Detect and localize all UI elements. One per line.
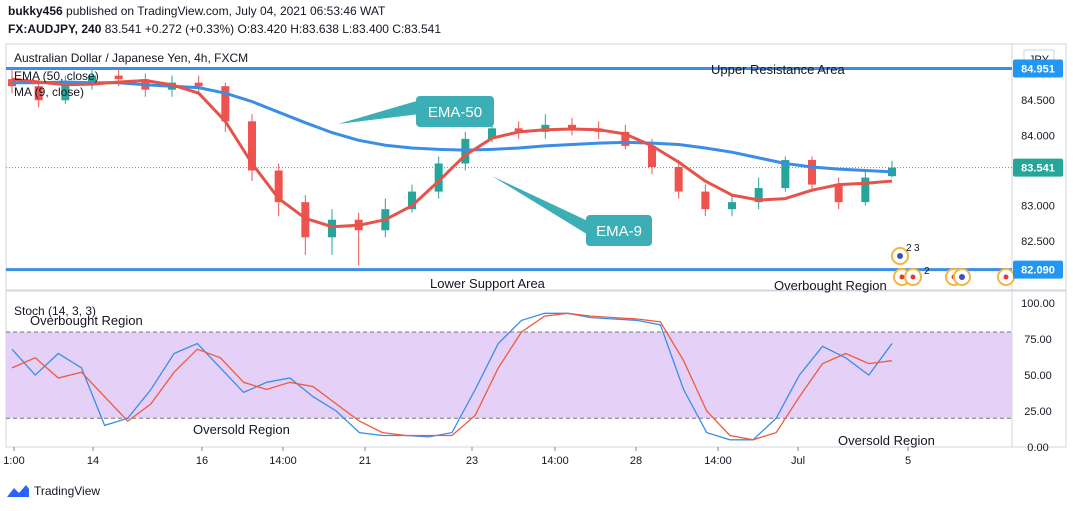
oversold-label-2: Oversold Region bbox=[838, 433, 935, 448]
stoch-tick-label: 75.00 bbox=[1024, 334, 1052, 346]
chart-title: Australian Dollar / Japanese Yen, 4h, FX… bbox=[14, 51, 248, 65]
last-price-badge: 83.541 bbox=[1021, 163, 1055, 175]
price-tick-label: 84.000 bbox=[1021, 130, 1055, 142]
stoch-ticks: 100.00 75.00 50.00 25.00 0.00 bbox=[1021, 298, 1055, 454]
stoch-legend: Stoch (14, 3, 3) bbox=[14, 304, 96, 318]
lower-level-badge: 82.090 bbox=[1021, 265, 1055, 277]
time-tick-label: 1:00 bbox=[3, 455, 24, 467]
ema50-callout-label: EMA-50 bbox=[428, 104, 482, 121]
stoch-band bbox=[6, 331, 1012, 419]
symbol-label: FX:AUDJPY, 240 bbox=[8, 22, 102, 36]
event-marker-label: 3 bbox=[914, 243, 920, 254]
price-tick-label: 84.500 bbox=[1021, 95, 1055, 107]
ema9-callout bbox=[586, 215, 652, 246]
last-price-text: 83.541 bbox=[104, 22, 142, 36]
event-marker-label: 2 bbox=[906, 243, 912, 254]
ema9-callout-label: EMA-9 bbox=[596, 223, 642, 240]
publish-info: bukky456 published on TradingView.com, J… bbox=[8, 4, 385, 18]
candle-body bbox=[408, 191, 416, 210]
candle-body bbox=[808, 159, 816, 185]
symbol-info: FX:AUDJPY, 240 83.541 +0.272 (+0.33%) O:… bbox=[8, 22, 441, 36]
candle-body bbox=[568, 124, 576, 129]
price-tick-label: 82.500 bbox=[1021, 236, 1055, 248]
candle-body bbox=[674, 167, 683, 192]
oversold-label-1: Oversold Region bbox=[193, 422, 290, 437]
stoch-lines-group bbox=[11, 312, 893, 441]
lower-level-badge-bg bbox=[1013, 260, 1063, 279]
author: bukky456 bbox=[8, 4, 63, 18]
ema50-line bbox=[12, 80, 893, 174]
time-tick-label: 16 bbox=[196, 455, 208, 467]
candle-body bbox=[221, 86, 230, 122]
time-tick-label: 23 bbox=[466, 455, 478, 467]
time-tick-label: 14:00 bbox=[541, 455, 569, 467]
ema-legend: EMA (50, close) bbox=[14, 69, 99, 83]
lower-support-label: Lower Support Area bbox=[430, 276, 546, 291]
upper-level-badge: 84.951 bbox=[1021, 64, 1055, 76]
time-tick-label: 21 bbox=[359, 455, 371, 467]
stoch-tick-label: 0.00 bbox=[1027, 442, 1048, 454]
ema-lines-group bbox=[11, 77, 893, 229]
candle-body bbox=[648, 145, 656, 167]
time-tick-label: 5 bbox=[905, 455, 911, 467]
tradingview-logo[interactable]: TradingView bbox=[6, 484, 100, 498]
tradingview-icon bbox=[7, 485, 29, 497]
candle-body bbox=[274, 170, 283, 203]
stoch-tick-label: 100.00 bbox=[1021, 298, 1055, 310]
event-marker-label: 2 bbox=[924, 266, 930, 277]
price-pane-frame bbox=[5, 43, 1067, 291]
publish-text: published on TradingView.com, July 04, 2… bbox=[66, 4, 386, 18]
level-badges: 84.951 83.541 82.090 bbox=[1013, 59, 1063, 279]
candle-body bbox=[61, 82, 70, 101]
upper-resistance-label: Upper Resistance Area bbox=[711, 62, 845, 77]
candle-body bbox=[781, 159, 790, 189]
candle-body bbox=[88, 75, 96, 83]
time-ticks: 1:00 14 16 14:00 21 23 14:00 28 14:00 Jul 5 bbox=[3, 447, 911, 467]
candle-body bbox=[728, 202, 736, 210]
stoch-d-line bbox=[11, 312, 893, 441]
ohlc-text: O:83.420 H:83.638 L:83.400 C:83.541 bbox=[237, 22, 442, 36]
candle-body bbox=[194, 82, 203, 87]
candle-body bbox=[621, 131, 630, 146]
candle-body bbox=[34, 86, 43, 101]
time-tick-label: 14:00 bbox=[269, 455, 297, 467]
ema9-callout-pointer bbox=[492, 176, 590, 236]
candle-body bbox=[114, 75, 123, 80]
ma-legend: MA (9, close) bbox=[14, 85, 84, 99]
ema50-callout-pointer bbox=[338, 100, 420, 124]
upper-level-badge-bg bbox=[1013, 59, 1063, 78]
last-price-badge-bg bbox=[1013, 158, 1063, 177]
tradingview-brand: TradingView bbox=[34, 484, 101, 498]
candle-body bbox=[328, 219, 336, 238]
stoch-k-line bbox=[11, 312, 893, 441]
change-text: +0.272 (+0.33%) bbox=[144, 22, 235, 36]
candle-body bbox=[488, 128, 496, 139]
stoch-tick-label: 25.00 bbox=[1024, 406, 1052, 418]
ema9-line bbox=[11, 77, 893, 229]
candle-body bbox=[861, 177, 870, 203]
stoch-tick-label: 50.00 bbox=[1024, 370, 1052, 382]
price-tick-label: 83.000 bbox=[1021, 201, 1055, 213]
overbought-label-stoch: Overbought Region bbox=[30, 313, 143, 328]
time-tick-label: 14:00 bbox=[704, 455, 732, 467]
ema50-callout bbox=[416, 96, 494, 127]
candle-body bbox=[834, 184, 843, 203]
time-tick-label: Jul bbox=[791, 455, 805, 467]
event-markers[interactable]: 2 3 2 bbox=[891, 243, 1015, 286]
candle-body bbox=[248, 121, 256, 171]
candle-body bbox=[514, 128, 523, 132]
candle-body bbox=[701, 191, 710, 210]
time-tick-label: 14 bbox=[87, 455, 99, 467]
candle-body bbox=[754, 188, 763, 203]
time-tick-label: 28 bbox=[630, 455, 642, 467]
overbought-label-price: Overbought Region bbox=[774, 278, 887, 293]
candle-body bbox=[434, 163, 443, 192]
